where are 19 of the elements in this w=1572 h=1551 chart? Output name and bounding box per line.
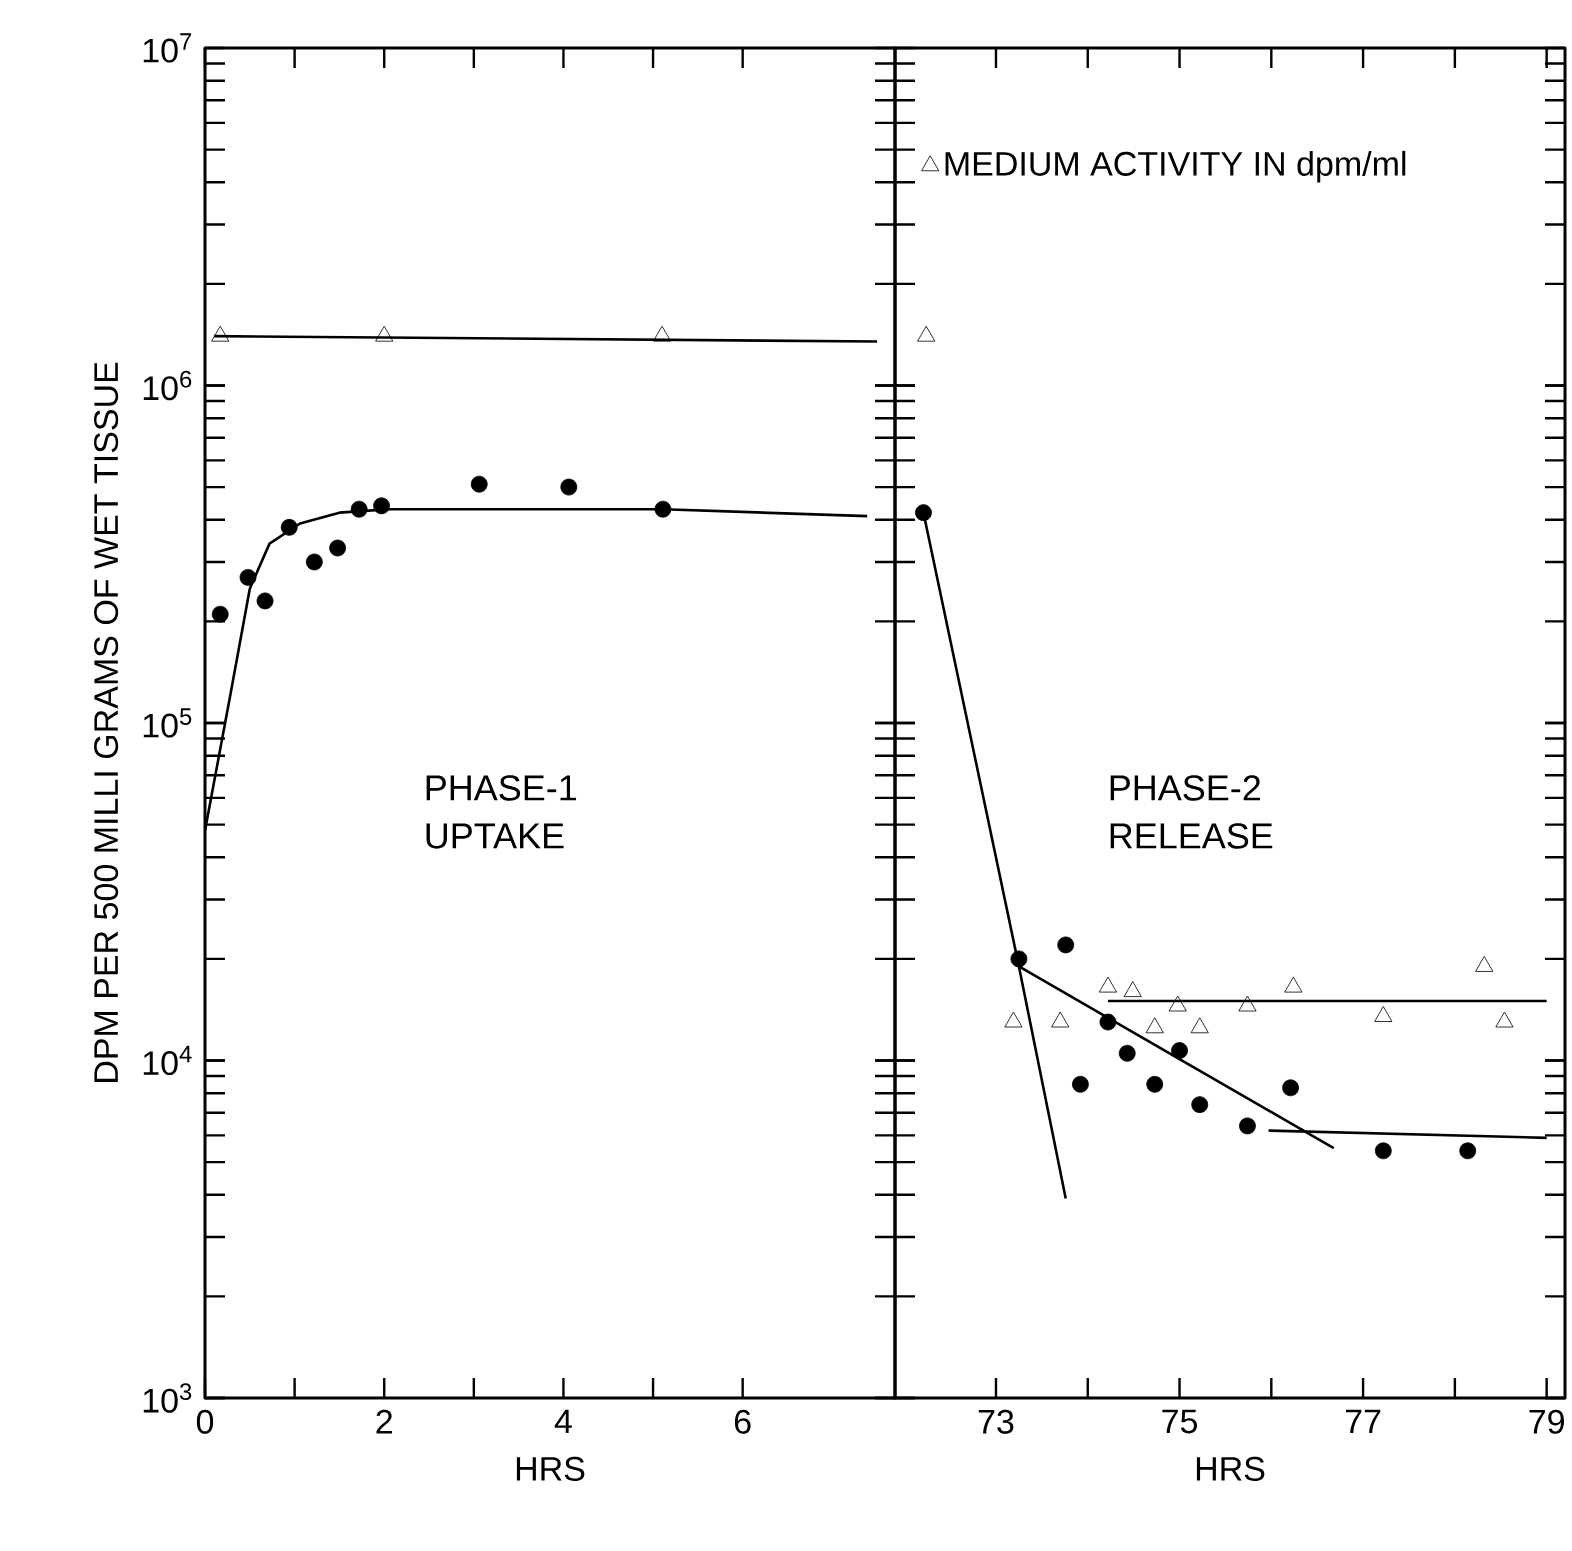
x-tick-label: 6: [734, 1409, 751, 1434]
legend-label: MEDIUM ACTIVITY IN dpm/ml: [945, 150, 1406, 183]
x-tick-label: 4: [554, 1409, 572, 1434]
y-tick-label: 10$^{4}$: [143, 1045, 192, 1076]
x-axis-title: HRS: [516, 1456, 585, 1481]
y-tick-label: 10$^{7}$: [143, 33, 192, 63]
x-tick-label: 2: [376, 1409, 392, 1434]
x-tick-label: 77: [1345, 1409, 1381, 1434]
x-axis-title: HRS: [1196, 1456, 1265, 1481]
annotation: PHASE-2 RELEASE: [1110, 775, 1273, 849]
x-tick-label: 73: [978, 1409, 1014, 1434]
x-tick-label: 0: [196, 1409, 214, 1434]
y-tick-label: 10$^{5}$: [143, 708, 192, 738]
annotation: PHASE-1 UPTAKE: [426, 775, 577, 849]
x-tick-label: 75: [1162, 1409, 1197, 1434]
y-axis-title: DPM PER 500 MILLI GRAMS OF WET TISSUE: [94, 362, 119, 1082]
y-tick-label: 10$^{6}$: [143, 370, 192, 401]
x-tick-label: 79: [1529, 1409, 1564, 1434]
y-tick-label: 10$^{3}$: [143, 1383, 192, 1413]
